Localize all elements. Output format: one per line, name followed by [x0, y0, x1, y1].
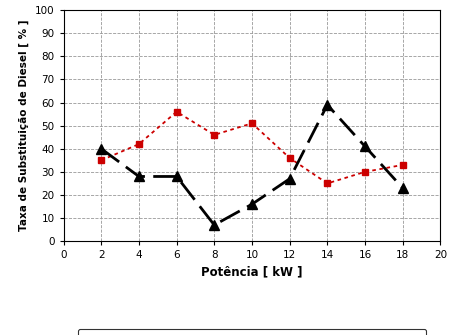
X-axis label: Potência [ kW ]: Potência [ kW ] — [201, 266, 303, 279]
Y-axis label: Taxa de Substituição de Diesel [ % ]: Taxa de Substituição de Diesel [ % ] — [19, 20, 30, 231]
Legend: Duplo Combustível 1, Duplo Combustível 2, , : Duplo Combustível 1, Duplo Combustível 2… — [78, 329, 426, 335]
